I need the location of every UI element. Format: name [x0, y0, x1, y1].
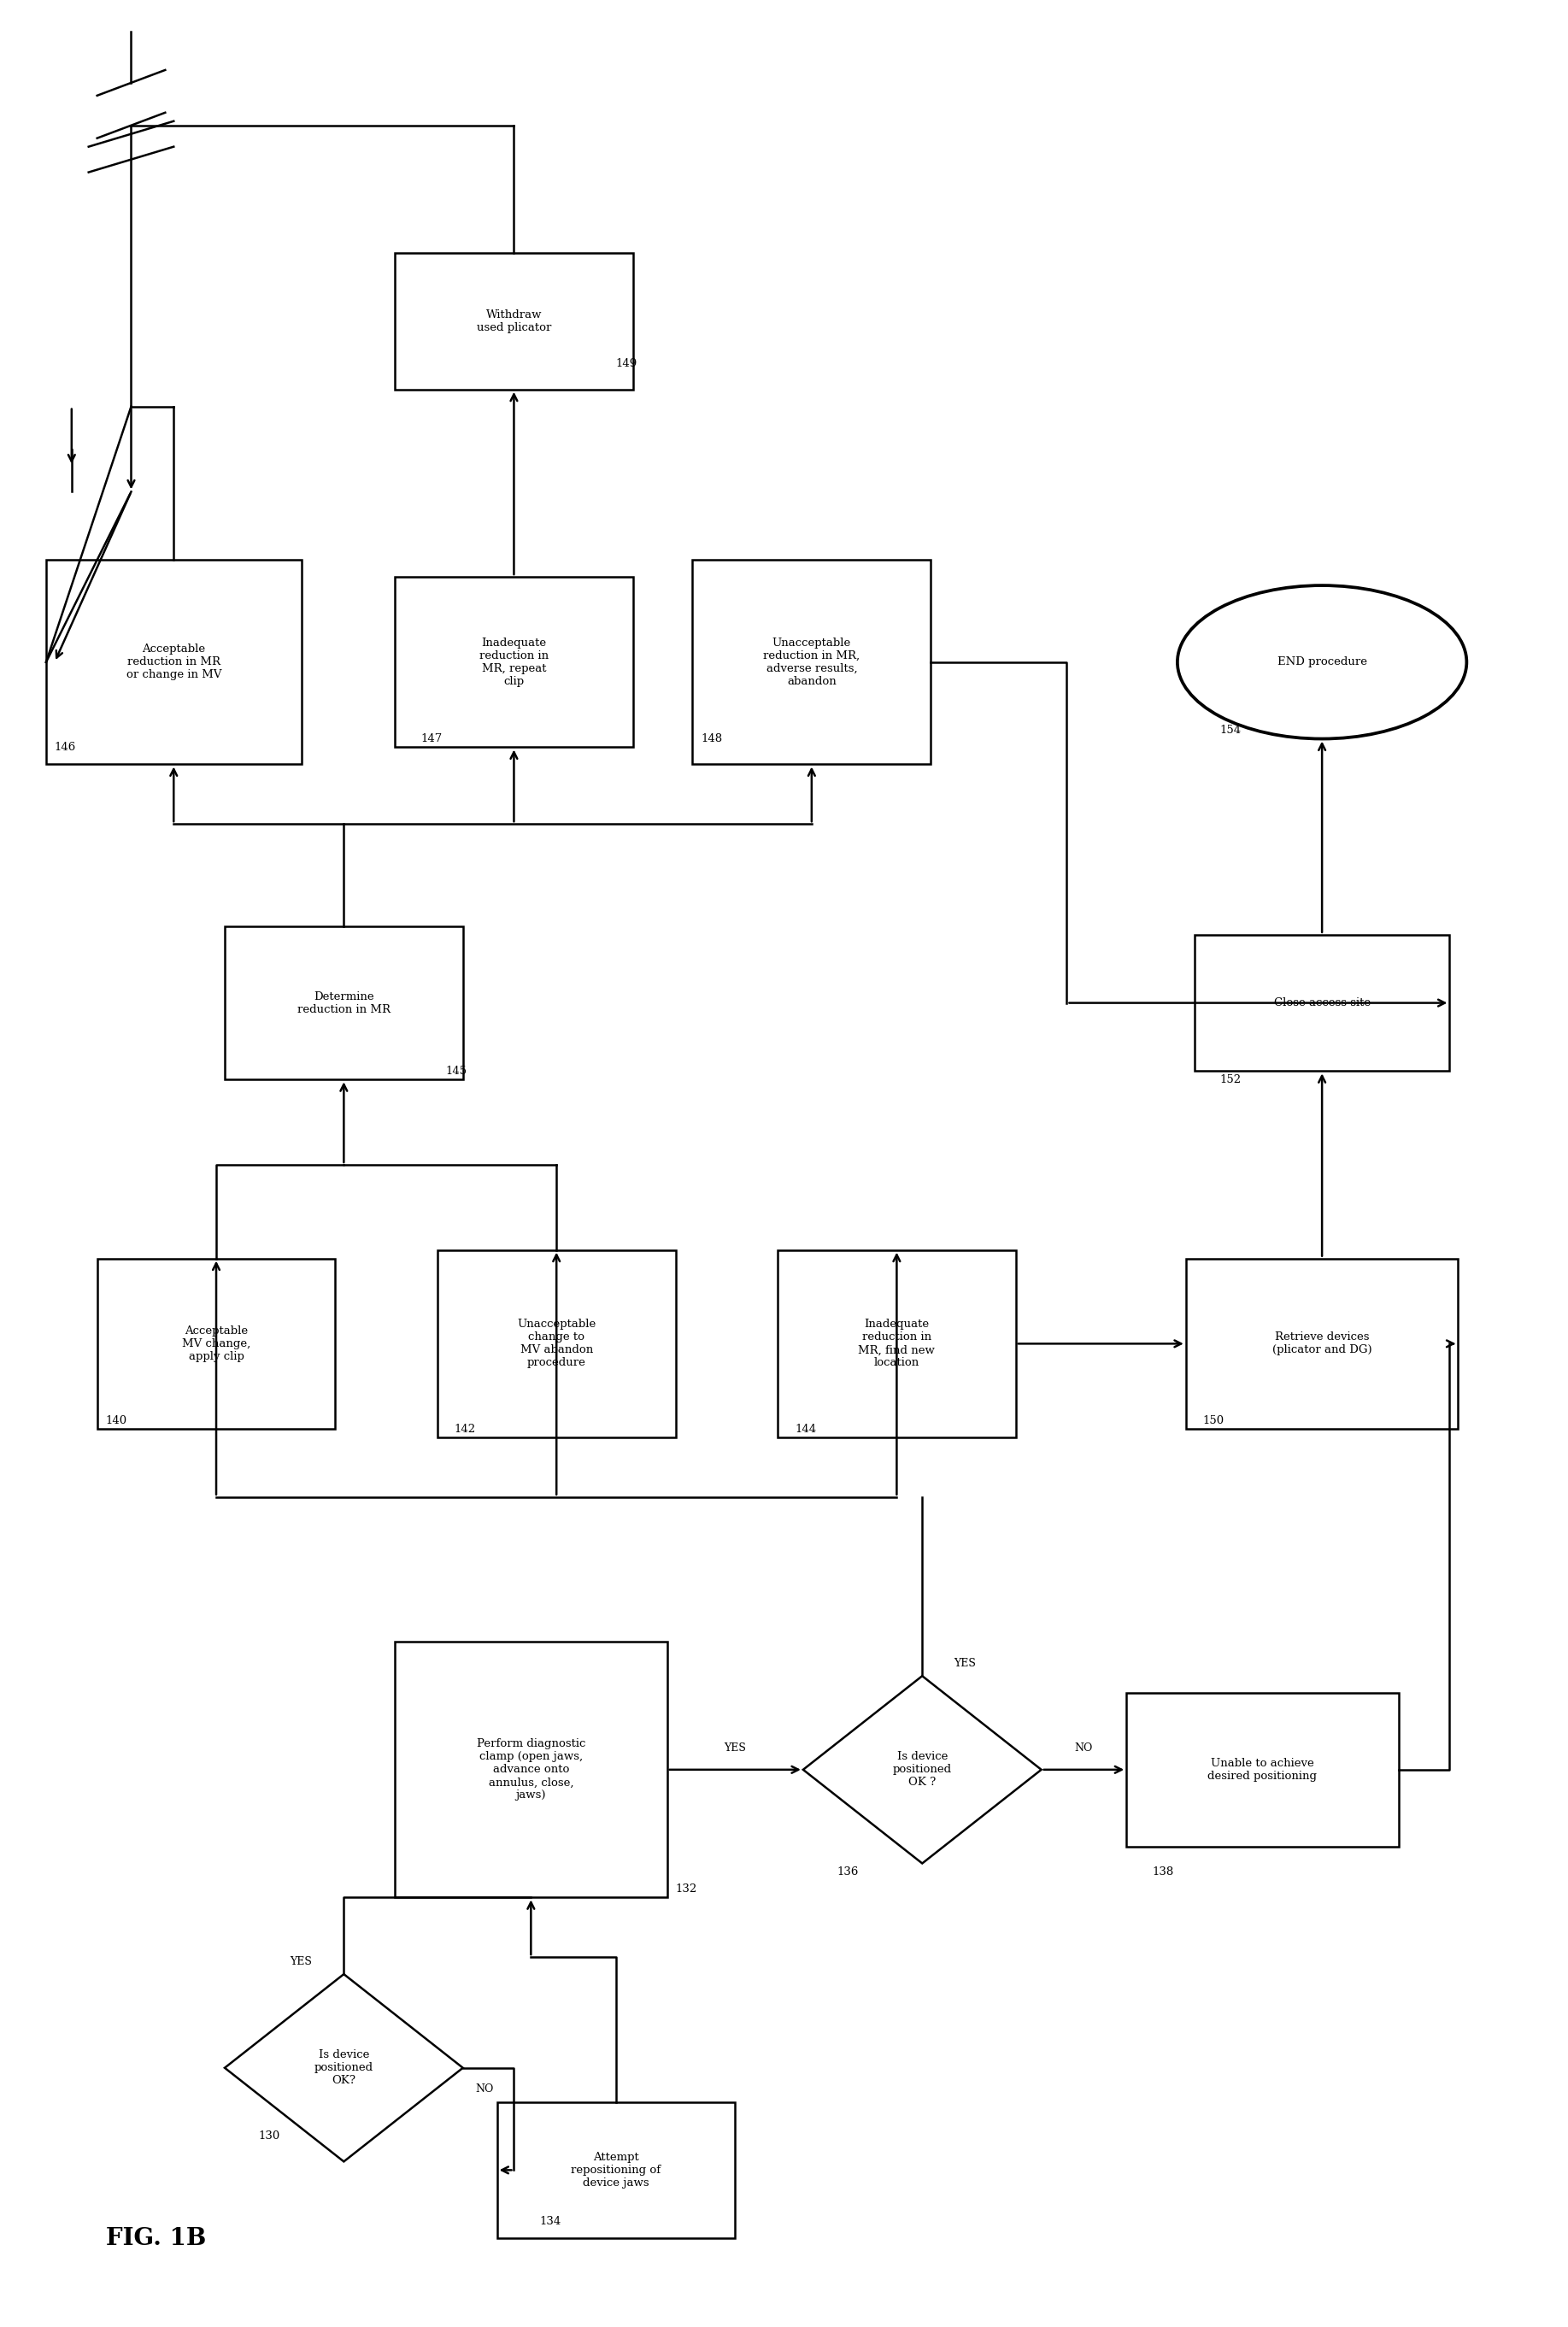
FancyBboxPatch shape [778, 1250, 1016, 1438]
Text: 147: 147 [420, 733, 442, 745]
Ellipse shape [1178, 586, 1466, 738]
Text: Close access site: Close access site [1273, 998, 1370, 1008]
Text: Withdraw
used plicator: Withdraw used plicator [477, 309, 552, 333]
FancyBboxPatch shape [395, 254, 633, 389]
Text: 130: 130 [259, 2132, 281, 2141]
Text: YES: YES [290, 1955, 312, 1966]
FancyBboxPatch shape [395, 1643, 666, 1897]
Polygon shape [224, 1973, 463, 2162]
Text: 138: 138 [1152, 1866, 1173, 1878]
Text: FIG. 1B: FIG. 1B [105, 2227, 205, 2250]
Text: 152: 152 [1220, 1075, 1242, 1084]
Text: Attempt
repositioning of
device jaws: Attempt repositioning of device jaws [571, 2152, 662, 2187]
Text: 148: 148 [701, 733, 723, 745]
FancyBboxPatch shape [1185, 1259, 1458, 1429]
Text: Determine
reduction in MR: Determine reduction in MR [298, 991, 390, 1015]
Text: 132: 132 [676, 1883, 698, 1894]
FancyBboxPatch shape [1126, 1694, 1399, 1845]
Text: 136: 136 [837, 1866, 859, 1878]
Text: 150: 150 [1203, 1415, 1225, 1426]
Text: 146: 146 [55, 742, 77, 754]
Text: END procedure: END procedure [1278, 656, 1367, 668]
Text: 144: 144 [795, 1424, 815, 1433]
Text: 142: 142 [455, 1424, 475, 1433]
Text: NO: NO [475, 2083, 494, 2094]
Text: 140: 140 [105, 1415, 127, 1426]
Text: 134: 134 [539, 2215, 561, 2227]
Text: Unacceptable
change to
MV abandon
procedure: Unacceptable change to MV abandon proced… [517, 1319, 596, 1368]
FancyBboxPatch shape [1195, 935, 1449, 1070]
Text: NO: NO [1074, 1743, 1093, 1755]
FancyBboxPatch shape [497, 2101, 735, 2239]
Text: Acceptable
reduction in MR
or change in MV: Acceptable reduction in MR or change in … [125, 645, 221, 679]
Polygon shape [803, 1675, 1041, 1864]
FancyBboxPatch shape [693, 561, 931, 763]
Text: Is device
positioned
OK ?: Is device positioned OK ? [892, 1752, 952, 1787]
Text: 145: 145 [445, 1066, 467, 1077]
Text: Inadequate
reduction in
MR, find new
location: Inadequate reduction in MR, find new loc… [858, 1319, 935, 1368]
Text: YES: YES [953, 1657, 975, 1668]
Text: Acceptable
MV change,
apply clip: Acceptable MV change, apply clip [182, 1326, 251, 1361]
Text: Is device
positioned
OK?: Is device positioned OK? [314, 2050, 373, 2087]
Text: Inadequate
reduction in
MR, repeat
clip: Inadequate reduction in MR, repeat clip [480, 638, 549, 686]
FancyBboxPatch shape [437, 1250, 676, 1438]
FancyBboxPatch shape [45, 561, 301, 763]
Text: Unacceptable
reduction in MR,
adverse results,
abandon: Unacceptable reduction in MR, adverse re… [764, 638, 859, 686]
Text: YES: YES [724, 1743, 746, 1755]
Text: Retrieve devices
(plicator and DG): Retrieve devices (plicator and DG) [1272, 1331, 1372, 1357]
Text: 149: 149 [616, 358, 638, 370]
FancyBboxPatch shape [97, 1259, 336, 1429]
Text: Unable to achieve
desired positioning: Unable to achieve desired positioning [1207, 1757, 1317, 1782]
Text: 154: 154 [1220, 724, 1242, 735]
Text: Perform diagnostic
clamp (open jaws,
advance onto
annulus, close,
jaws): Perform diagnostic clamp (open jaws, adv… [477, 1738, 585, 1801]
FancyBboxPatch shape [395, 577, 633, 747]
FancyBboxPatch shape [224, 926, 463, 1080]
